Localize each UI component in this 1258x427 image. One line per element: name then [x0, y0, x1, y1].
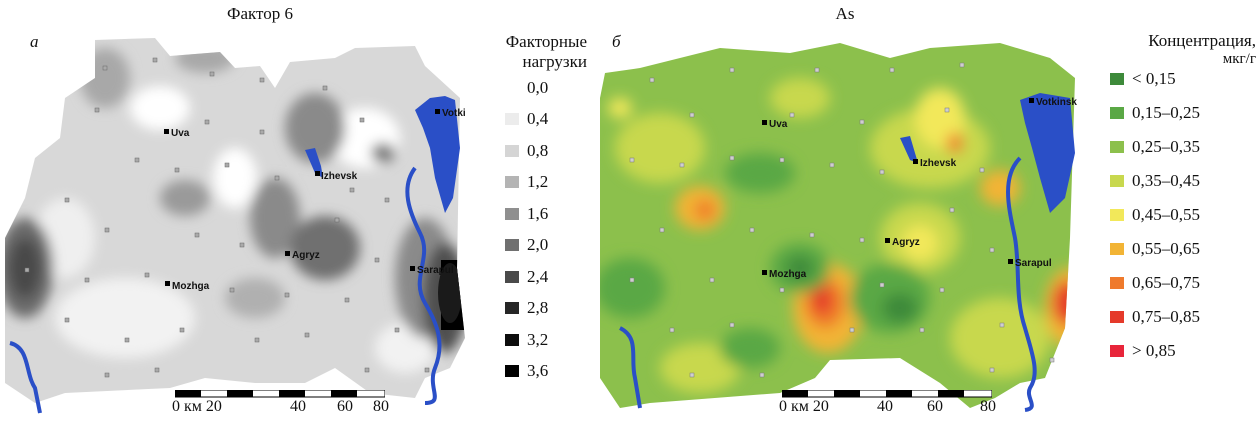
- city-agryz: Agryz: [292, 250, 320, 261]
- city-sarapul: Sarapul: [1015, 258, 1052, 269]
- scale-tick: 80: [980, 398, 996, 415]
- scale-tick: 40: [877, 398, 893, 415]
- legend-swatch: [505, 365, 519, 378]
- factor-map: Votkinsk Uva Izhevsk Agryz Sarapul Mozhg…: [5, 38, 465, 418]
- legend-label: > 0,85: [1132, 341, 1176, 360]
- legend-label: 0,8: [527, 140, 549, 160]
- legend-item: 3,6: [505, 356, 587, 388]
- legend-item: 0,4: [505, 104, 587, 136]
- legend-label: 1,2: [527, 172, 549, 192]
- legend-swatch: [505, 113, 519, 126]
- legend-item: 2,0: [505, 230, 587, 262]
- legend-item: < 0,15: [1110, 62, 1256, 96]
- city-izhevsk: Izhevsk: [920, 158, 957, 169]
- city-agryz: Agryz: [892, 237, 920, 248]
- legend-label: 0,45–0,55: [1132, 205, 1200, 224]
- legend-label: 2,4: [527, 266, 549, 286]
- legend-label: 0,4: [527, 109, 549, 129]
- legend-item: 0,45–0,55: [1110, 198, 1256, 232]
- legend-swatch: [1110, 175, 1124, 187]
- legend-swatch: [505, 207, 519, 220]
- legend-item: 0,15–0,25: [1110, 96, 1256, 130]
- legend-label: 1,6: [527, 203, 549, 223]
- legend-label: 0,25–0,35: [1132, 137, 1200, 156]
- panel-a-letter: а: [30, 32, 39, 51]
- legend-item: 3,2: [505, 324, 587, 356]
- city-uva: Uva: [769, 119, 788, 130]
- legend-label: 0,35–0,45: [1132, 171, 1200, 190]
- scale-bar-graphic: [175, 390, 385, 398]
- legend-title: Концентрация, мкг/г: [1148, 31, 1256, 68]
- legend-label: 0,65–0,75: [1132, 273, 1200, 292]
- scale-bar-graphic: [782, 390, 992, 398]
- legend-label: < 0,15: [1132, 69, 1176, 88]
- legend-swatch: [505, 239, 519, 252]
- panel-b-title: As: [835, 4, 855, 23]
- legend-item: 2,4: [505, 261, 587, 293]
- legend-a: Факторные нагрузки 0,0 0,4 0,8 1,2 1,6 2,0 2,4…: [465, 32, 587, 387]
- legend-swatch: [1110, 311, 1124, 323]
- legend-item: 0,35–0,45: [1110, 164, 1256, 198]
- legend-swatch: [1110, 73, 1124, 85]
- city-sarapul: Sarapul: [417, 265, 454, 276]
- legend-item: 2,8: [505, 293, 587, 325]
- legend-swatch: [1110, 243, 1124, 255]
- legend-swatch: [1110, 277, 1124, 289]
- legend-swatch: [1110, 107, 1124, 119]
- legend-swatch: [1110, 209, 1124, 221]
- legend-swatch: [505, 176, 519, 189]
- scale-bar-b: 0 км 20 40 60 80: [779, 390, 996, 416]
- legend-item: 0,75–0,85: [1110, 300, 1256, 334]
- legend-label: 3,2: [527, 329, 549, 349]
- city-izhevsk: Izhevsk: [321, 171, 358, 182]
- scale-tick: 40: [290, 398, 306, 415]
- legend-item: 0,55–0,65: [1110, 232, 1256, 266]
- legend-swatch: [505, 144, 519, 157]
- legend-label: 3,6: [527, 361, 549, 381]
- legend-label: 2,0: [527, 235, 549, 255]
- city-votkinsk: Votkinsk: [1036, 97, 1077, 108]
- city-mozhga: Mozhga: [769, 269, 807, 280]
- legend-title: Факторные нагрузки: [505, 32, 587, 71]
- legend-item: > 0,85: [1110, 334, 1256, 368]
- scale-bar-a: 0 км 20 40 60 80: [172, 390, 389, 416]
- legend-item: 1,2: [505, 167, 587, 199]
- legend-label: 2,8: [527, 298, 549, 318]
- legend-label: 0,15–0,25: [1132, 103, 1200, 122]
- city-uva: Uva: [171, 128, 190, 139]
- scale-tick: 60: [927, 398, 943, 415]
- legend-swatch: [505, 270, 519, 283]
- scale-tick: 60: [337, 398, 353, 415]
- legend-swatch: [1110, 141, 1124, 153]
- city-votkinsk: Votkinsk: [442, 108, 465, 119]
- panel-a-title: Фактор 6: [227, 4, 293, 23]
- legend-swatch: [1110, 345, 1124, 357]
- legend-item: 1,6: [505, 198, 587, 230]
- legend-swatch: [505, 333, 519, 346]
- legend-swatch: [505, 81, 519, 94]
- legend-item: 0,65–0,75: [1110, 266, 1256, 300]
- legend-item: 0,25–0,35: [1110, 130, 1256, 164]
- scale-tick: 80: [373, 398, 389, 415]
- legend-label: 0,55–0,65: [1132, 239, 1200, 258]
- scale-tick: 0 км 20: [172, 398, 222, 415]
- legend-item: 0,8: [505, 135, 587, 167]
- legend-label: 0,75–0,85: [1132, 307, 1200, 326]
- scale-tick: 0 км 20: [779, 398, 829, 415]
- legend-item: 0,0: [505, 72, 587, 104]
- legend-swatch: [505, 302, 519, 315]
- legend-b: Концентрация, мкг/г < 0,15 0,15–0,25 0,25–…: [1106, 32, 1256, 368]
- city-mozhga: Mozhga: [172, 281, 210, 292]
- legend-label: 0,0: [527, 77, 549, 97]
- arsenic-map: Votkinsk Uva Izhevsk Agryz Sarapul Mozhg…: [600, 38, 1100, 418]
- panel-b-letter: б: [612, 32, 621, 51]
